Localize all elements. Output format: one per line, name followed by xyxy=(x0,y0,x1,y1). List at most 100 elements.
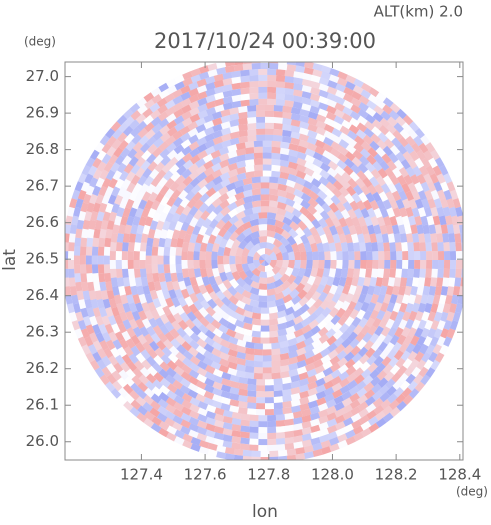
echo-cell xyxy=(97,264,105,274)
echo-cell xyxy=(249,87,259,94)
echo-cell xyxy=(297,267,306,278)
echo-cell xyxy=(182,439,193,449)
echo-cell xyxy=(247,262,257,272)
echo-cell xyxy=(269,330,279,338)
echo-cell xyxy=(301,103,312,112)
echo-cell xyxy=(269,450,279,457)
echo-cell xyxy=(135,352,146,364)
echo-cell xyxy=(271,140,281,148)
echo-cell xyxy=(174,288,184,300)
echo-cell xyxy=(449,242,456,252)
echo-cell xyxy=(190,184,202,195)
echo-cell xyxy=(424,277,432,287)
echo-cell xyxy=(211,197,223,208)
echo-cell xyxy=(195,164,207,175)
echo-cell xyxy=(449,251,457,260)
echo-cell xyxy=(229,278,239,289)
echo-cell xyxy=(293,95,303,103)
echo-cell xyxy=(313,234,323,245)
echo-cell xyxy=(408,215,417,226)
echo-cell xyxy=(219,345,230,355)
echo-cell xyxy=(149,289,159,300)
echo-cell xyxy=(202,356,214,367)
echo-cell xyxy=(366,100,377,110)
echo-cell xyxy=(111,203,120,214)
echo-cell xyxy=(334,300,344,311)
echo-cell xyxy=(344,216,354,228)
echo-cell xyxy=(260,62,270,69)
echo-cell xyxy=(150,199,161,211)
echo-cell xyxy=(223,246,232,257)
echo-cell xyxy=(89,177,99,188)
x-tick-label: 127.4 xyxy=(120,466,163,484)
echo-cell xyxy=(322,150,333,160)
echo-cell xyxy=(189,177,201,188)
echo-cell xyxy=(68,242,75,252)
echo-cell xyxy=(275,69,286,76)
echo-cell xyxy=(236,232,246,243)
echo-cell xyxy=(97,255,104,265)
echo-cell xyxy=(207,211,218,222)
echo-cell xyxy=(381,153,392,164)
echo-cell xyxy=(112,224,120,235)
echo-cell xyxy=(457,294,463,305)
echo-cell xyxy=(107,315,117,326)
echo-cell xyxy=(386,302,395,313)
echo-cell xyxy=(108,355,119,366)
echo-cell xyxy=(172,229,181,240)
echo-cell xyxy=(105,169,116,181)
echo-cell xyxy=(455,260,463,269)
echo-cell xyxy=(164,410,176,421)
echo-cell xyxy=(157,177,168,188)
echo-cell xyxy=(338,364,349,375)
echo-cell xyxy=(127,260,134,269)
echo-cell xyxy=(253,260,261,269)
echo-cell xyxy=(345,358,356,369)
echo-cell xyxy=(350,97,362,108)
echo-cell xyxy=(182,175,193,187)
echo-cell xyxy=(318,409,329,418)
echo-cell xyxy=(158,89,170,100)
echo-cell xyxy=(393,277,402,287)
echo-cell xyxy=(386,207,395,218)
echo-cell xyxy=(219,172,231,182)
echo-cell xyxy=(388,356,399,368)
echo-cell xyxy=(382,199,392,210)
echo-cell xyxy=(357,276,365,287)
echo-cell xyxy=(172,88,183,99)
echo-cell xyxy=(411,207,420,218)
echo-cell xyxy=(369,140,380,151)
echo-cell xyxy=(87,228,95,239)
echo-cell xyxy=(251,456,261,460)
echo-cell xyxy=(141,302,150,313)
echo-cell xyxy=(117,346,127,358)
echo-cell xyxy=(137,381,149,393)
echo-cell xyxy=(336,260,343,269)
echo-cell xyxy=(341,390,352,401)
echo-cell xyxy=(325,328,336,339)
echo-cell xyxy=(197,91,208,100)
echo-cell xyxy=(116,268,123,278)
echo-cell xyxy=(369,369,380,380)
echo-cell xyxy=(346,242,355,252)
echo-cell xyxy=(449,189,459,200)
echo-cell xyxy=(145,255,152,265)
echo-cell xyxy=(414,381,425,392)
echo-cell xyxy=(244,153,255,161)
echo-cell xyxy=(293,322,304,332)
echo-cell xyxy=(75,311,84,322)
echo-cell xyxy=(105,281,113,292)
echo-cell xyxy=(353,242,361,252)
echo-cell xyxy=(229,393,240,401)
echo-cell xyxy=(357,346,369,358)
echo-cell xyxy=(378,384,390,396)
echo-cell xyxy=(134,149,145,160)
echo-cell xyxy=(329,225,338,236)
echo-cell xyxy=(432,344,442,355)
echo-cell xyxy=(141,150,152,161)
echo-cell xyxy=(386,349,397,360)
echo-cell xyxy=(66,206,75,217)
echo-cell xyxy=(366,355,377,366)
echo-cell xyxy=(222,409,233,418)
echo-cell xyxy=(142,224,151,235)
